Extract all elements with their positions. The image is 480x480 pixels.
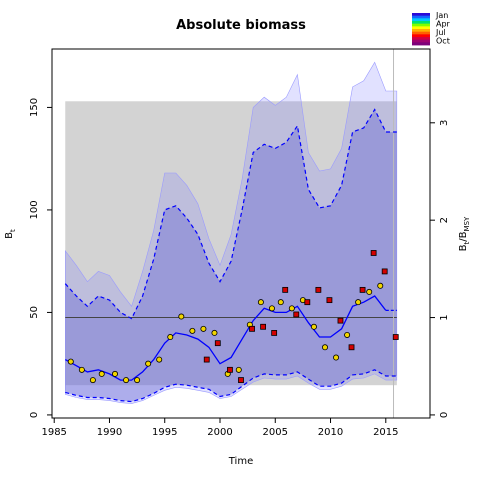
plot-frame	[51, 48, 431, 419]
index-point-yellow	[123, 377, 130, 384]
index-point-red	[359, 286, 366, 293]
x-tick-label: 2005	[263, 427, 288, 438]
index-point-red	[315, 286, 322, 293]
index-point-red	[271, 330, 278, 336]
index-point-red	[227, 366, 233, 373]
index-point-red	[249, 325, 255, 332]
y-tick-label: 150	[29, 98, 40, 117]
legend-label: Jan	[435, 11, 448, 20]
index-point-yellow	[268, 305, 275, 312]
index-point-red	[260, 323, 267, 330]
index-point-yellow	[310, 323, 317, 330]
right-tick-label: 0	[439, 412, 450, 418]
index-point-yellow	[257, 299, 264, 306]
index-point-red	[293, 311, 300, 318]
index-point-red	[214, 340, 221, 347]
legend-color-swatch	[412, 42, 430, 46]
index-point-red	[203, 356, 210, 363]
x-axis: 1985 1990 1995 2000 2005 2010 2015	[41, 418, 399, 438]
legend-label: Jul	[435, 28, 446, 37]
index-point-yellow	[167, 334, 174, 341]
right-tick-label: 1	[439, 314, 450, 320]
x-tick-label: 1990	[97, 427, 122, 438]
chart-title: Absolute biomass	[176, 18, 306, 33]
legend-color-swatch	[412, 21, 430, 25]
ci-upper-line	[64, 108, 397, 320]
index-point-yellow	[98, 370, 105, 377]
index-point-yellow	[156, 356, 163, 363]
x-tick-label: 2015	[373, 427, 398, 438]
legend-color-swatch	[412, 18, 430, 22]
index-point-yellow	[235, 366, 242, 373]
index-point-yellow	[189, 327, 196, 334]
legend-color-swatch	[412, 13, 430, 17]
index-point-yellow	[355, 299, 362, 306]
index-point-red	[392, 334, 399, 340]
index-point-yellow	[277, 299, 284, 306]
index-point-yellow	[178, 313, 185, 320]
x-tick-label: 1985	[41, 427, 66, 438]
index-point-yellow	[211, 329, 218, 336]
index-point-yellow	[377, 282, 384, 289]
index-point-yellow	[134, 377, 141, 384]
x-axis-label: Time	[228, 456, 253, 467]
svg-text:Bt/BMSY: Bt/BMSY	[458, 216, 471, 251]
right-axis: 0 1 2 3	[430, 120, 450, 418]
legend-color-swatch	[412, 23, 430, 27]
legend-color-swatch	[412, 15, 430, 19]
legend-color-swatch	[412, 34, 430, 38]
index-point-yellow	[288, 305, 295, 312]
legend-color-swatch	[412, 37, 430, 41]
index-point-yellow	[89, 377, 96, 384]
x-tick-label: 2010	[318, 427, 343, 438]
index-point-red	[370, 250, 377, 256]
index-point-yellow	[200, 325, 207, 332]
index-point-red	[238, 377, 244, 383]
index-point-red	[337, 317, 344, 324]
index-point-red	[282, 286, 289, 293]
biomass-uncertainty-band	[65, 61, 398, 404]
x-tick-label: 1995	[152, 427, 177, 438]
legend-color-swatch	[412, 31, 430, 35]
svg-text:Bt: Bt	[4, 229, 17, 239]
index-point-yellow	[67, 358, 74, 365]
index-point-yellow	[366, 288, 373, 295]
index-point-yellow	[78, 366, 85, 373]
y-axis-label: Bt	[4, 229, 17, 239]
y-axis: 0 50 100 150	[29, 98, 52, 418]
right-tick-label: 2	[439, 217, 450, 223]
index-point-yellow	[344, 331, 351, 338]
index-point-yellow	[145, 360, 152, 367]
index-point-red	[348, 344, 355, 351]
legend-color-swatch	[412, 29, 430, 33]
index-point-yellow	[333, 354, 340, 361]
ci-lower-line	[65, 369, 397, 403]
y-tick-label: 0	[29, 412, 40, 418]
right-axis-label: Bt/BMSY	[458, 216, 471, 251]
right-tick-label: 3	[439, 120, 450, 126]
index-point-yellow	[112, 370, 119, 377]
legend-label: Oct	[436, 37, 450, 46]
legend-color-swatch	[412, 39, 430, 43]
x-tick-label: 2000	[207, 427, 232, 438]
index-point-red	[304, 299, 311, 306]
y-tick-label: 100	[29, 200, 40, 219]
plot-area	[64, 49, 399, 418]
index-point-red	[326, 297, 333, 304]
legend-label: Apr	[436, 20, 451, 29]
legend-color-swatch	[412, 26, 430, 30]
biomass-estimate-line	[64, 295, 387, 381]
index-point-red	[381, 268, 388, 275]
index-point-yellow	[321, 344, 328, 351]
y-tick-label: 50	[29, 306, 40, 319]
